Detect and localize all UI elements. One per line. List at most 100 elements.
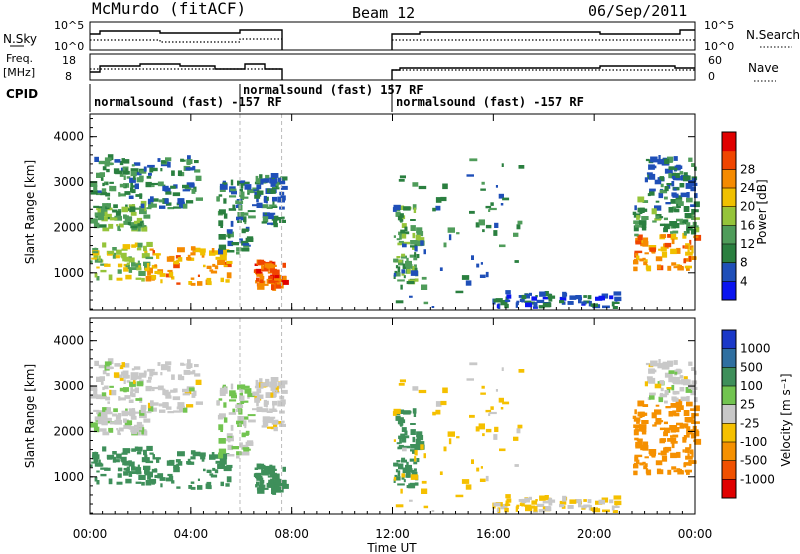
velocity-cell	[131, 466, 136, 471]
power-cell	[280, 219, 284, 223]
velocity-cell	[673, 360, 678, 365]
velocity-cell	[432, 411, 436, 416]
velocity-cell	[611, 505, 615, 511]
velocity-cell	[682, 423, 688, 428]
velocity-cell	[122, 448, 131, 454]
velocity-cell	[242, 447, 250, 450]
power-cell	[614, 296, 622, 302]
power-cell	[219, 250, 228, 256]
power-cell	[482, 229, 485, 233]
velocity-cell	[90, 385, 98, 391]
power-cell	[639, 207, 645, 213]
velocity-cell	[104, 361, 112, 366]
velocity-colorbar-tick-label: 25	[740, 398, 755, 412]
velocity-cell	[490, 406, 494, 410]
velocity-cell	[129, 381, 136, 387]
power-cell	[157, 181, 164, 187]
velocity-cell	[241, 444, 249, 450]
velocity-cell	[110, 366, 114, 369]
velocity-cell	[173, 466, 180, 473]
velocity-cell	[218, 413, 226, 419]
velocity-cell	[255, 484, 258, 488]
velocity-cell	[263, 399, 267, 406]
velocity-cell	[683, 462, 687, 468]
power-cell	[664, 168, 673, 174]
velocity-cell	[151, 386, 159, 390]
power-cell	[184, 186, 192, 191]
velocity-cell	[144, 454, 148, 458]
power-cell	[650, 156, 658, 163]
power-cell	[136, 247, 142, 251]
power-cell	[637, 196, 645, 203]
power-cell	[255, 280, 258, 284]
velocity-cell	[156, 457, 160, 463]
power-cell	[679, 183, 685, 188]
velocity-cell	[501, 367, 504, 371]
power-cell	[150, 203, 157, 208]
power-cell	[518, 295, 524, 298]
velocity-cell	[123, 424, 132, 429]
velocity-cell	[409, 470, 413, 473]
power-cell	[145, 181, 152, 188]
power-cell	[106, 203, 111, 208]
power-cell	[660, 183, 664, 188]
power-cell	[501, 163, 504, 167]
power-cell	[131, 164, 135, 167]
power-cell	[147, 270, 151, 276]
power-cell	[271, 215, 279, 221]
power-cell	[107, 197, 110, 200]
power-cell	[105, 182, 109, 185]
velocity-cell	[649, 394, 655, 400]
power-cell	[133, 174, 136, 180]
power-cell	[218, 234, 226, 240]
velocity-cell	[171, 480, 175, 484]
power-cell	[177, 257, 183, 262]
velocity-cell	[642, 412, 648, 416]
power-cell	[138, 270, 146, 276]
velocity-cell	[691, 413, 695, 419]
velocity-cell	[410, 444, 418, 449]
power-cell	[159, 273, 166, 277]
velocity-cell	[636, 419, 640, 424]
velocity-cell	[188, 485, 193, 489]
power-cell	[134, 207, 140, 210]
velocity-cell	[194, 364, 199, 368]
power-cell	[447, 227, 455, 233]
power-cell	[141, 226, 148, 232]
velocity-cell	[687, 447, 690, 454]
velocity-cell	[265, 378, 270, 383]
velocity-cell	[533, 506, 538, 512]
velocity-cell	[185, 371, 194, 375]
velocity-colorbar-swatch	[722, 460, 736, 480]
velocity-cell	[421, 480, 427, 484]
power-cell	[114, 159, 121, 163]
velocity-cell	[669, 425, 678, 431]
velocity-cell	[253, 393, 259, 396]
velocity-cell	[177, 402, 185, 408]
power-cell	[609, 295, 614, 300]
velocity-cell	[439, 471, 443, 475]
velocity-cell	[269, 472, 276, 477]
velocity-cell	[219, 454, 228, 460]
power-cell	[393, 235, 396, 238]
velocity-cell	[443, 446, 447, 452]
velocity-cell	[218, 448, 227, 454]
velocity-cell	[274, 479, 280, 483]
power-cell	[235, 204, 239, 208]
velocity-cell	[159, 477, 166, 481]
velocity-cell	[275, 480, 282, 486]
power-colorbar-frame	[721, 131, 737, 301]
velocity-cell	[423, 505, 429, 509]
power-cell	[635, 253, 639, 257]
velocity-cell	[256, 406, 263, 412]
velocity-cell	[493, 434, 498, 440]
power-cell	[647, 174, 650, 180]
velocity-cell	[158, 403, 164, 407]
power-colorbar-tick-label: 4	[740, 274, 748, 288]
velocity-cell	[136, 421, 143, 425]
velocity-cell	[677, 470, 684, 475]
power-cell	[122, 170, 128, 175]
velocity-cell	[197, 485, 203, 490]
velocity-cell	[214, 469, 219, 474]
power-cell	[97, 206, 105, 210]
